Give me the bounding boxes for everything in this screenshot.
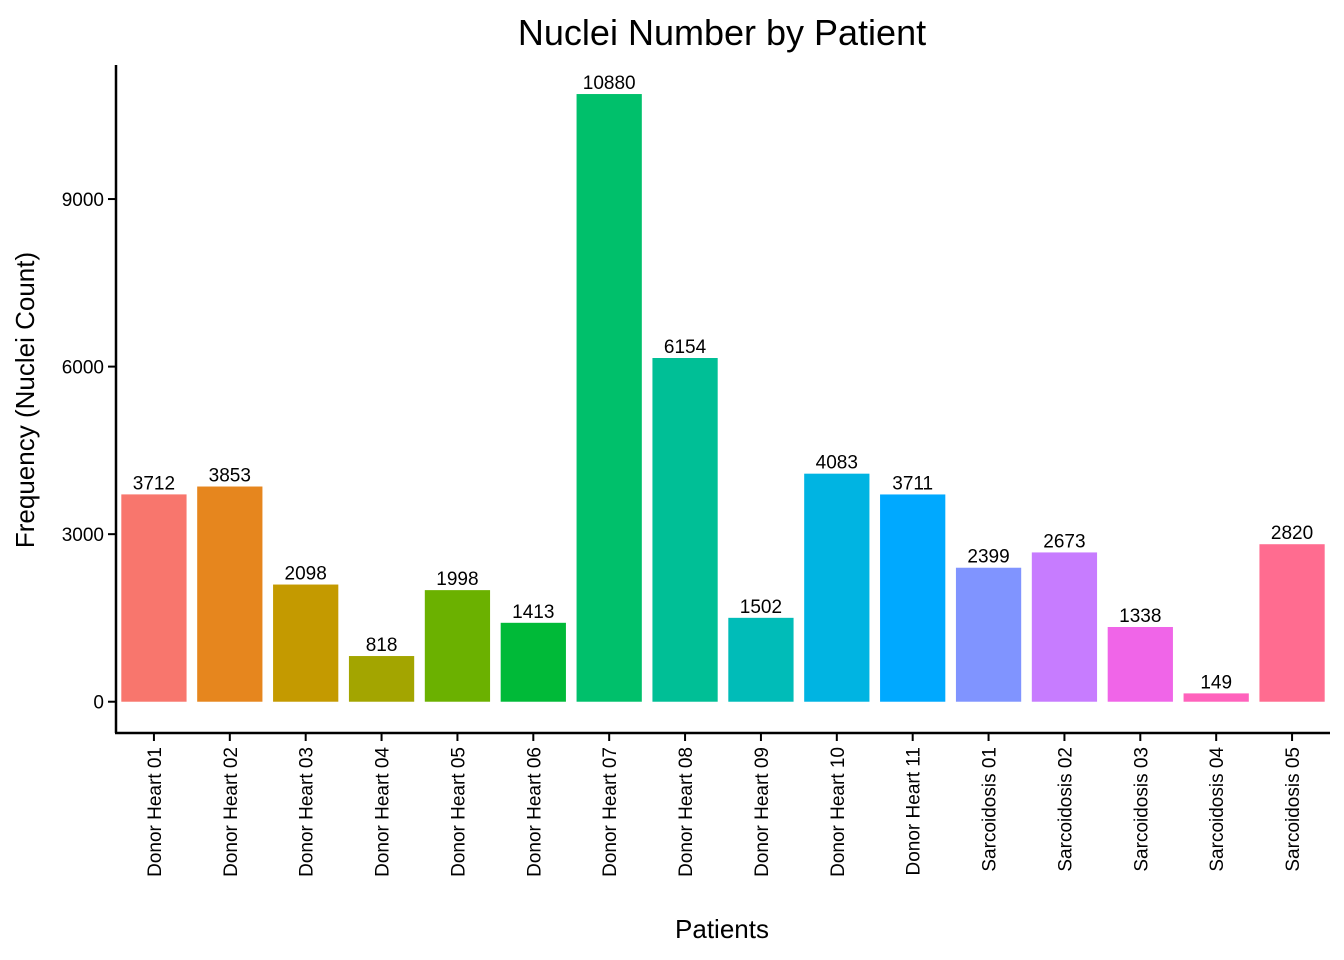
data-label-sarcoidosis-04: 149 bbox=[1200, 672, 1232, 693]
data-label-donor-heart-02: 3853 bbox=[209, 466, 251, 487]
x-tick-label: Sarcoidosis 02 bbox=[1055, 747, 1076, 872]
data-label-donor-heart-08: 6154 bbox=[664, 337, 707, 358]
bar-sarcoidosis-02 bbox=[1031, 552, 1098, 702]
x-tick-label: Sarcoidosis 01 bbox=[980, 747, 1001, 872]
x-tick-label: Donor Heart 09 bbox=[752, 747, 773, 877]
bar-donor-heart-04 bbox=[348, 656, 415, 702]
data-label-donor-heart-04: 818 bbox=[366, 635, 398, 656]
bar-sarcoidosis-05 bbox=[1259, 544, 1325, 702]
bar-donor-heart-05 bbox=[424, 590, 491, 702]
x-tick-label: Sarcoidosis 04 bbox=[1207, 747, 1228, 872]
y-tick-label: 6000 bbox=[62, 358, 104, 379]
bar-donor-heart-06 bbox=[500, 622, 566, 702]
x-tick-label: Donor Heart 07 bbox=[600, 747, 621, 877]
x-tick-label: Donor Heart 05 bbox=[448, 747, 469, 877]
x-tick-label: Donor Heart 06 bbox=[524, 747, 545, 877]
y-tick-label: 3000 bbox=[62, 525, 104, 546]
data-labels-layer: 3712 3853 2098 818 1998 1413 10880 6154 1502 4083… bbox=[133, 73, 1313, 693]
data-label-sarcoidosis-05: 2820 bbox=[1271, 523, 1313, 544]
x-tick-label: Donor Heart 02 bbox=[221, 747, 242, 877]
bar-donor-heart-03 bbox=[273, 584, 339, 702]
bar-donor-heart-11 bbox=[880, 494, 946, 702]
data-label-donor-heart-09: 1502 bbox=[740, 597, 782, 618]
bar-donor-heart-10 bbox=[804, 473, 870, 702]
x-tick-label: Donor Heart 11 bbox=[904, 747, 925, 876]
x-tick-label: Donor Heart 04 bbox=[373, 747, 394, 877]
data-label-donor-heart-03: 2098 bbox=[285, 564, 327, 585]
data-label-sarcoidosis-03: 1338 bbox=[1119, 606, 1161, 627]
y-tick-label: 0 bbox=[93, 693, 104, 714]
x-tick-label: Donor Heart 10 bbox=[828, 747, 849, 877]
x-tick-label: Sarcoidosis 03 bbox=[1131, 747, 1152, 872]
y-axis-ticks: 0 3000 6000 9000 bbox=[62, 190, 116, 714]
x-tick-label: Sarcoidosis 05 bbox=[1283, 747, 1304, 872]
data-label-sarcoidosis-01: 2399 bbox=[967, 547, 1009, 568]
data-label-donor-heart-11: 3711 bbox=[892, 473, 933, 494]
bar-donor-heart-07 bbox=[576, 94, 642, 702]
y-axis-title: Frequency (Nuclei Count) bbox=[10, 252, 40, 548]
data-label-donor-heart-10: 4083 bbox=[816, 453, 858, 474]
bar-donor-heart-02 bbox=[197, 486, 263, 702]
x-axis-ticks: Donor Heart 01 Donor Heart 02 Donor Heart … bbox=[145, 733, 1304, 877]
data-label-donor-heart-06: 1413 bbox=[512, 602, 554, 623]
bar-sarcoidosis-03 bbox=[1107, 626, 1173, 702]
bar-sarcoidosis-01 bbox=[955, 567, 1022, 702]
data-label-donor-heart-07: 10880 bbox=[583, 73, 636, 94]
bar-sarcoidosis-04 bbox=[1183, 693, 1249, 702]
y-tick-label: 9000 bbox=[62, 190, 104, 211]
data-label-donor-heart-05: 1998 bbox=[436, 569, 478, 590]
data-label-sarcoidosis-02: 2673 bbox=[1043, 531, 1085, 552]
bar-donor-heart-01 bbox=[121, 494, 187, 702]
x-tick-label: Donor Heart 01 bbox=[145, 747, 166, 877]
x-tick-label: Donor Heart 08 bbox=[676, 747, 697, 877]
bar-donor-heart-09 bbox=[728, 617, 794, 702]
chart-title: Nuclei Number by Patient bbox=[518, 12, 926, 53]
data-label-donor-heart-01: 3712 bbox=[133, 473, 175, 494]
x-tick-label: Donor Heart 03 bbox=[297, 747, 318, 877]
bars-layer bbox=[121, 94, 1325, 702]
x-axis-title: Patients bbox=[675, 914, 769, 944]
bar-donor-heart-08 bbox=[652, 358, 718, 702]
